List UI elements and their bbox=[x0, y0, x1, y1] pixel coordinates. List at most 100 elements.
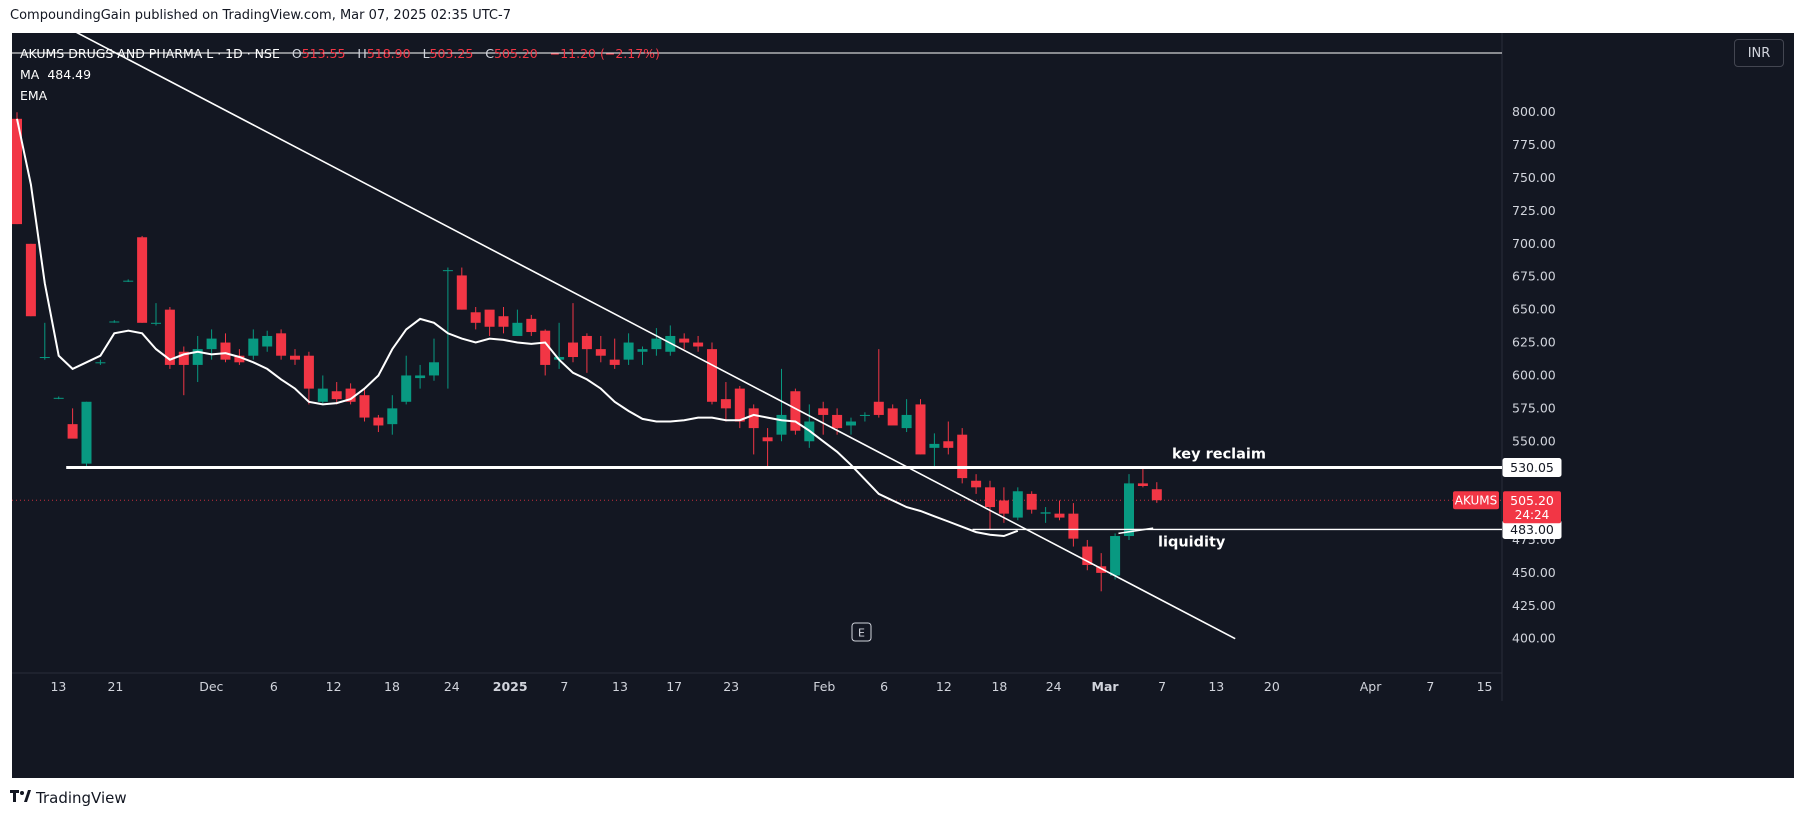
candle-up bbox=[81, 401, 92, 464]
x-tick-label: 18 bbox=[384, 679, 400, 694]
x-tick-label: Mar bbox=[1092, 679, 1120, 694]
candle-up bbox=[901, 414, 912, 429]
candle-down bbox=[234, 355, 245, 363]
candle-down bbox=[67, 424, 78, 439]
x-tick-label: 24 bbox=[1046, 679, 1062, 694]
candle-down bbox=[595, 349, 606, 356]
chart-panel[interactable]: 800.00 775.00 750.00 725.00 700.00 675.00 650.… bbox=[12, 33, 1794, 778]
candle-down bbox=[331, 391, 342, 400]
candle-down bbox=[790, 391, 801, 431]
y-tick-label: 750.00 bbox=[1512, 170, 1556, 185]
candle-up bbox=[929, 443, 940, 448]
candle-down bbox=[832, 414, 843, 429]
x-tick-label: 13 bbox=[1208, 679, 1224, 694]
price-chart[interactable]: 800.00 775.00 750.00 725.00 700.00 675.00 650.… bbox=[12, 33, 1794, 778]
candle-down bbox=[873, 401, 884, 415]
ema-label: EMA bbox=[20, 88, 48, 103]
tradingview-logo[interactable]: TradingView bbox=[10, 788, 127, 807]
candle-down bbox=[693, 342, 704, 347]
candle-down bbox=[540, 330, 551, 365]
downtrend-line bbox=[75, 33, 1236, 640]
x-tick-label: 7 bbox=[560, 679, 568, 694]
candle-up bbox=[317, 388, 328, 402]
candle-up bbox=[651, 338, 662, 350]
candle-down bbox=[373, 417, 384, 426]
y-tick-label: 600.00 bbox=[1512, 367, 1556, 382]
x-tick-label: 13 bbox=[612, 679, 628, 694]
tradingview-logo-icon bbox=[10, 788, 32, 807]
candle-up bbox=[1124, 483, 1134, 537]
candle-down bbox=[164, 309, 175, 365]
x-tick-label: 2025 bbox=[493, 679, 528, 694]
candle-down bbox=[581, 335, 592, 350]
candle-down bbox=[734, 388, 745, 422]
price-label-key-level: 530.05 bbox=[1510, 460, 1554, 475]
candle-up bbox=[109, 321, 120, 323]
x-tick-label: 13 bbox=[50, 679, 66, 694]
x-tick-label: 23 bbox=[723, 679, 739, 694]
candle-up bbox=[151, 322, 161, 324]
candle-down bbox=[679, 338, 690, 343]
legend-ohlc-row: AKUMS DRUGS AND PHARMA L · 1D · NSE O513… bbox=[20, 43, 668, 64]
ma-label: MA bbox=[20, 67, 40, 82]
candle-down bbox=[1137, 483, 1148, 487]
candle-down bbox=[748, 408, 759, 429]
legend-ma-row[interactable]: MA 484.49 bbox=[20, 64, 668, 85]
candle-down bbox=[957, 434, 968, 479]
candle-down bbox=[456, 275, 467, 310]
candle-up bbox=[387, 408, 398, 425]
candle-down bbox=[178, 351, 189, 365]
candle-down bbox=[971, 480, 982, 488]
x-tick-label: 12 bbox=[936, 679, 952, 694]
y-tick-label: 700.00 bbox=[1512, 236, 1556, 251]
candle-up bbox=[39, 357, 50, 359]
candle-up bbox=[262, 335, 273, 347]
x-tick-label: 6 bbox=[880, 679, 888, 694]
candle-down bbox=[1026, 493, 1037, 510]
currency-button[interactable]: INR bbox=[1734, 39, 1784, 67]
symbol-tag-bg bbox=[1453, 491, 1499, 510]
candle-up bbox=[415, 375, 426, 379]
candle-down bbox=[276, 333, 287, 356]
candle-up bbox=[123, 280, 134, 282]
candle-up bbox=[429, 362, 439, 376]
x-tick-label: Apr bbox=[1360, 679, 1382, 694]
x-tick-label: Feb bbox=[813, 679, 835, 694]
y-tick-label: 400.00 bbox=[1512, 631, 1556, 646]
price-label-key-level-bg bbox=[1502, 458, 1562, 478]
x-tick-label: 6 bbox=[270, 679, 278, 694]
candle-up bbox=[512, 322, 523, 336]
candle-down bbox=[12, 118, 22, 225]
candle-up bbox=[1040, 512, 1051, 514]
candle-down bbox=[887, 408, 898, 426]
chart-legend: AKUMS DRUGS AND PHARMA L · 1D · NSE O513… bbox=[20, 43, 668, 106]
candle-down bbox=[137, 237, 148, 323]
candle-up bbox=[248, 338, 259, 356]
x-tick-label: 24 bbox=[444, 679, 460, 694]
candle-up bbox=[623, 342, 634, 360]
y-tick-label: 725.00 bbox=[1512, 203, 1556, 218]
candle-up bbox=[95, 362, 106, 364]
candle-down bbox=[915, 404, 926, 455]
candle-down bbox=[707, 349, 717, 402]
candle-up bbox=[1110, 536, 1121, 576]
x-tick-label: 12 bbox=[326, 679, 342, 694]
tradingview-brand: TradingView bbox=[36, 788, 127, 807]
candle-down bbox=[762, 437, 773, 442]
y-tick-label: 575.00 bbox=[1512, 400, 1556, 415]
candle-up bbox=[53, 397, 64, 399]
y-tick-label: 675.00 bbox=[1512, 269, 1556, 284]
candle-up bbox=[1012, 491, 1023, 518]
high-value: 518.90 bbox=[366, 46, 411, 61]
x-tick-label: 20 bbox=[1264, 679, 1280, 694]
last-price-tag-bg bbox=[1503, 491, 1561, 524]
x-tick-label: 7 bbox=[1158, 679, 1166, 694]
y-tick-label: 450.00 bbox=[1512, 565, 1556, 580]
legend-ema-row[interactable]: EMA bbox=[20, 85, 668, 106]
symbol-title[interactable]: AKUMS DRUGS AND PHARMA L · 1D · NSE bbox=[20, 46, 280, 61]
y-tick-label: 625.00 bbox=[1512, 335, 1556, 350]
annotation-liquidity: liquidity bbox=[1158, 534, 1226, 550]
candle-down bbox=[498, 316, 509, 327]
candle-up bbox=[859, 414, 870, 416]
low-label: L bbox=[422, 46, 430, 61]
